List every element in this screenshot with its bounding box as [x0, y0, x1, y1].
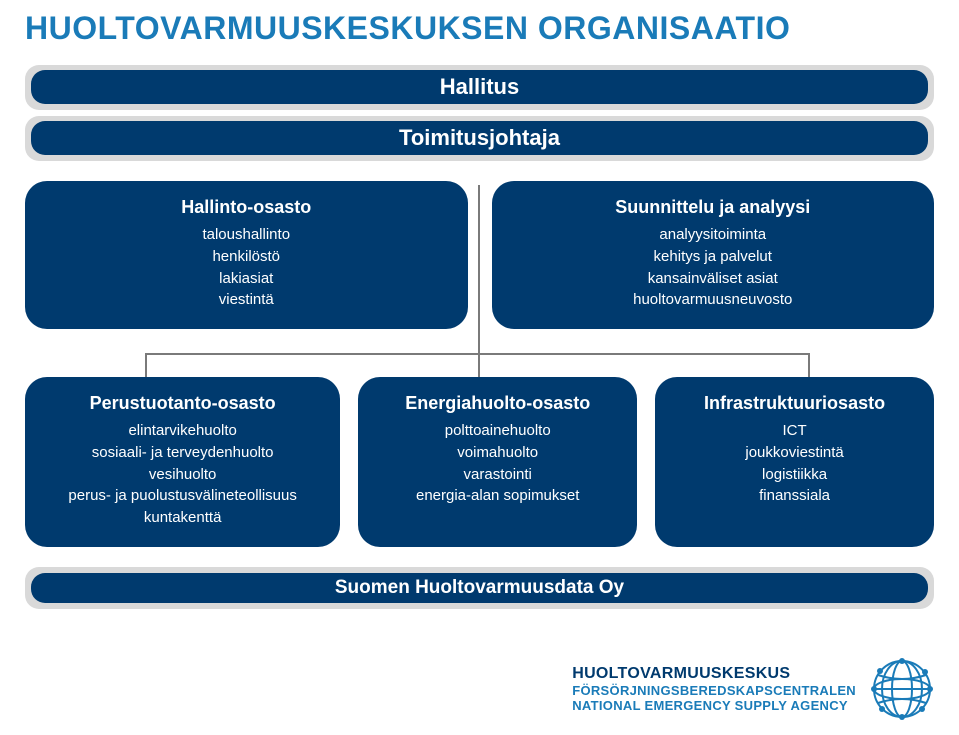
box-line: energia-alan sopimukset	[376, 485, 619, 507]
infrastruktuuri-box: Infrastruktuuriosasto ICT joukkoviestint…	[655, 377, 934, 547]
box-line: logistiikka	[673, 464, 916, 486]
box-line: viestintä	[43, 289, 450, 311]
box-title: Hallinto-osasto	[43, 197, 450, 218]
page-title: HUOLTOVARMUUSKESKUKSEN ORGANISAATIO	[25, 10, 934, 47]
box-line: huoltovarmuusneuvosto	[510, 289, 917, 311]
box-line: analyysitoiminta	[510, 224, 917, 246]
box-line: varastointi	[376, 464, 619, 486]
toimitusjohtaja-pill: Toimitusjohtaja	[31, 121, 928, 155]
logo-line1: HUOLTOVARMUUSKESKUS	[572, 665, 856, 683]
connector-v-main	[478, 185, 480, 355]
energiahuolto-box: Energiahuolto-osasto polttoainehuolto vo…	[358, 377, 637, 547]
box-line: kuntakenttä	[43, 507, 322, 529]
box-title: Infrastruktuuriosasto	[673, 393, 916, 414]
box-line: kansainväliset asiat	[510, 268, 917, 290]
box-line: sosiaali- ja terveydenhuolto	[43, 442, 322, 464]
box-title: Perustuotanto-osasto	[43, 393, 322, 414]
box-line: voimahuolto	[376, 442, 619, 464]
box-line: lakiasiat	[43, 268, 450, 290]
connector-v-2	[478, 353, 480, 377]
suunnittelu-analyysi-box: Suunnittelu ja analyysi analyysitoiminta…	[492, 181, 935, 329]
globe-icon	[870, 657, 934, 721]
box-line: perus- ja puolustusvälineteollisuus	[43, 485, 322, 507]
footer-pill: Suomen Huoltovarmuusdata Oy	[31, 573, 928, 603]
box-line: henkilöstö	[43, 246, 450, 268]
box-line: taloushallinto	[43, 224, 450, 246]
perustuotanto-box: Perustuotanto-osasto elintarvikehuolto s…	[25, 377, 340, 547]
hallitus-pill: Hallitus	[31, 70, 928, 104]
connector-v-3	[808, 353, 810, 377]
level1-wrap: Hallitus	[25, 65, 934, 110]
box-line: joukkoviestintä	[673, 442, 916, 464]
row-three: Perustuotanto-osasto elintarvikehuolto s…	[25, 377, 934, 547]
box-title: Suunnittelu ja analyysi	[510, 197, 917, 218]
box-title: Energiahuolto-osasto	[376, 393, 619, 414]
level2-wrap: Toimitusjohtaja	[25, 116, 934, 161]
box-line: polttoainehuolto	[376, 420, 619, 442]
connector-v-1	[145, 353, 147, 377]
box-line: vesihuolto	[43, 464, 322, 486]
logo-line3: NATIONAL EMERGENCY SUPPLY AGENCY	[572, 698, 856, 713]
logo-block: HUOLTOVARMUUSKESKUS FÖRSÖRJNINGSBEREDSKA…	[572, 657, 934, 721]
logo-line2: FÖRSÖRJNINGSBEREDSKAPSCENTRALEN	[572, 683, 856, 698]
footer-wrap: Suomen Huoltovarmuusdata Oy	[25, 567, 934, 609]
box-line: elintarvikehuolto	[43, 420, 322, 442]
box-line: kehitys ja palvelut	[510, 246, 917, 268]
box-line: finanssiala	[673, 485, 916, 507]
logo-text: HUOLTOVARMUUSKESKUS FÖRSÖRJNINGSBEREDSKA…	[572, 665, 856, 713]
box-line: ICT	[673, 420, 916, 442]
hallinto-osasto-box: Hallinto-osasto taloushallinto henkilöst…	[25, 181, 468, 329]
